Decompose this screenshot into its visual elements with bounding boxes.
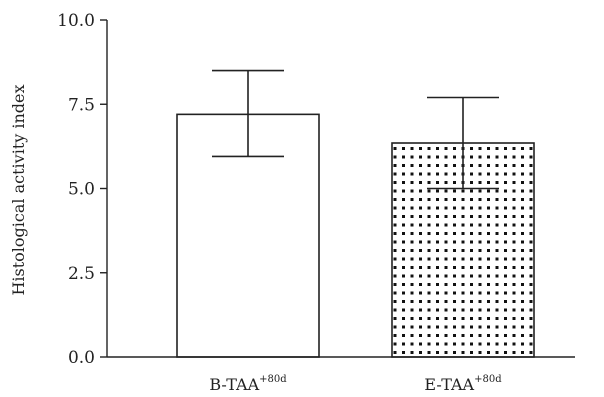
x-tick-label-base: E-TAA [424,375,474,394]
x-tick-label-2: E-TAA+80d [424,374,502,394]
y-tick-label-3: 5.0 [68,180,95,200]
x-tick-label-base: B-TAA [209,375,259,394]
plot-area: 0.02.55.07.510.0B-TAA+80d E-TAA+80d [57,11,575,394]
y-tick-label-4: 7.5 [68,95,95,115]
y-axis-title: Histological activity index [9,84,28,295]
y-tick-label-2: 2.5 [68,264,95,284]
y-tick-label-1: 0.0 [68,348,95,368]
y-axis-title-group: Histological activity index [9,84,28,295]
x-tick-label-superscript: +80d [474,374,502,385]
x-tick-label-1: B-TAA+80d [209,374,287,394]
y-tick-label-5: 10.0 [57,11,95,31]
x-tick-label-superscript: +80d [259,374,287,385]
